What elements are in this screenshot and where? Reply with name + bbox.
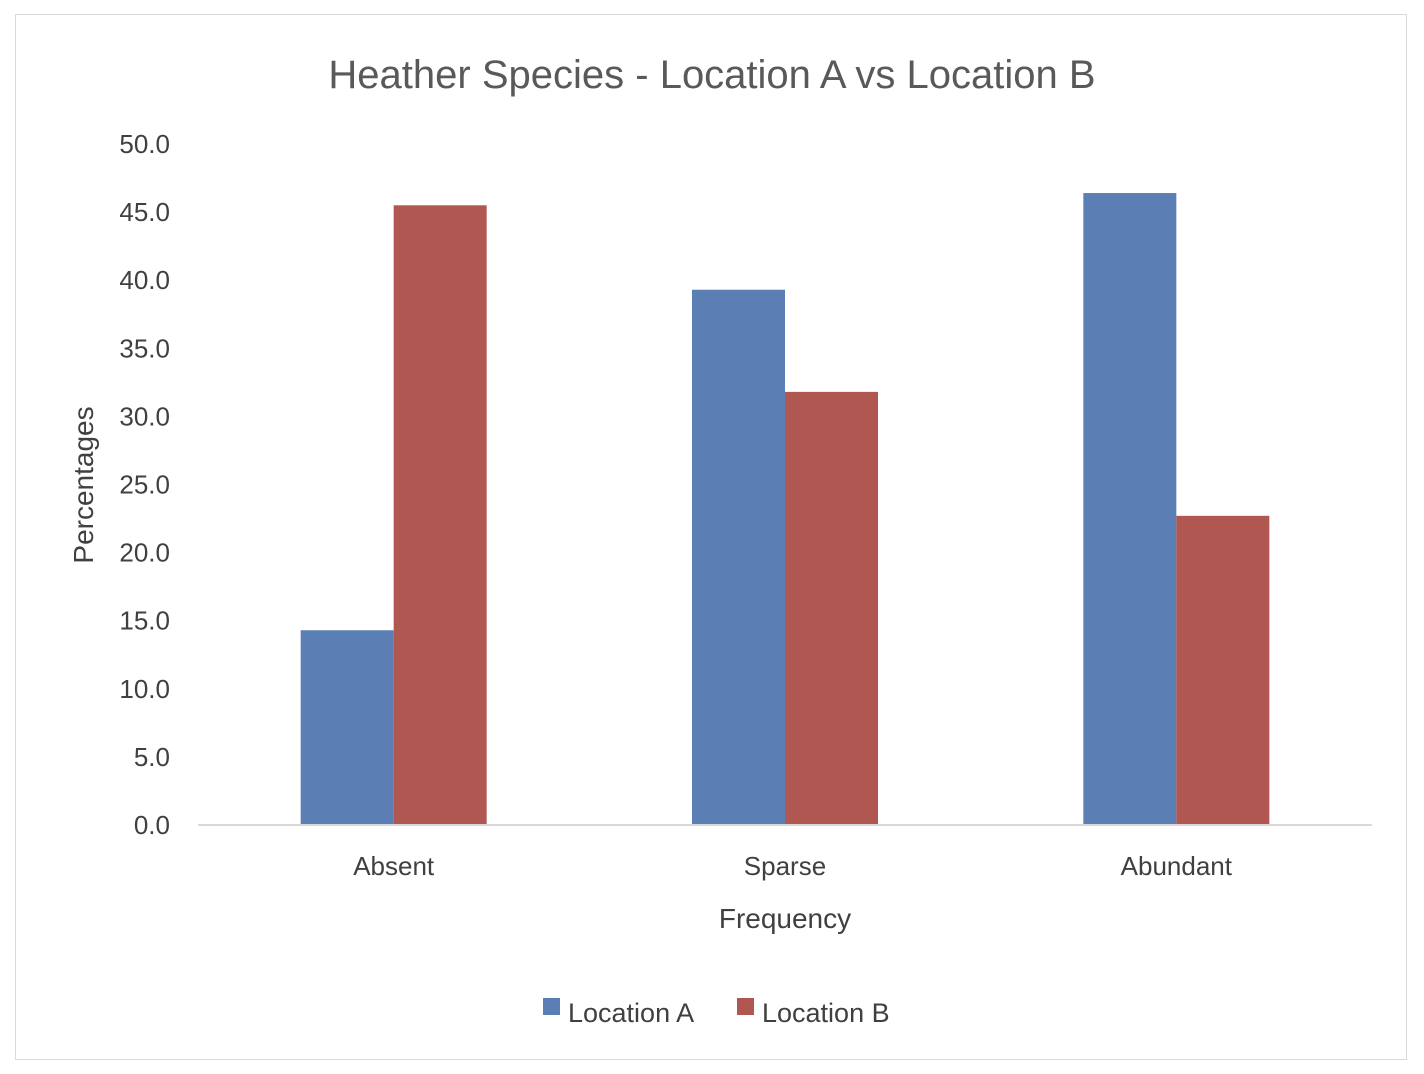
- chart-title: Heather Species - Location A vs Location…: [328, 53, 1095, 97]
- bar-location-b-sparse: [785, 391, 878, 825]
- bars: [300, 193, 1270, 826]
- y-tick-label: 0.0: [134, 810, 170, 840]
- y-tick-label: 5.0: [134, 742, 170, 772]
- y-tick-label: 10.0: [119, 674, 170, 704]
- y-tick-label: 45.0: [119, 197, 170, 227]
- y-tick-label: 15.0: [119, 606, 170, 636]
- legend: Location A Location B: [543, 998, 890, 1028]
- x-axis-ticks: Absent Sparse Abundant: [353, 851, 1233, 881]
- bar-location-b-absent: [393, 205, 487, 826]
- bar-location-b-abundant: [1176, 515, 1270, 825]
- y-tick-label: 50.0: [119, 129, 170, 159]
- legend-label: Location A: [568, 998, 694, 1028]
- legend-swatch: [737, 998, 754, 1015]
- legend-swatch: [543, 998, 560, 1015]
- x-tick-label: Abundant: [1121, 851, 1233, 881]
- legend-label: Location B: [762, 998, 890, 1028]
- y-tick-label: 20.0: [119, 538, 170, 568]
- bar-location-a-abundant: [1083, 193, 1177, 826]
- y-axis-title: Percentages: [68, 406, 99, 563]
- y-axis-ticks: 0.0 5.0 10.0 15.0 20.0 25.0 30.0 35.0 40.0 45.0 50…: [119, 129, 170, 840]
- x-axis-title: Frequency: [719, 903, 851, 934]
- x-tick-label: Absent: [353, 851, 435, 881]
- bar-location-a-sparse: [692, 289, 785, 825]
- y-tick-label: 35.0: [119, 333, 170, 363]
- bar-location-a-absent: [300, 630, 394, 825]
- y-tick-label: 40.0: [119, 265, 170, 295]
- y-tick-label: 25.0: [119, 470, 170, 500]
- y-tick-label: 30.0: [119, 401, 170, 431]
- x-tick-label: Sparse: [744, 851, 826, 881]
